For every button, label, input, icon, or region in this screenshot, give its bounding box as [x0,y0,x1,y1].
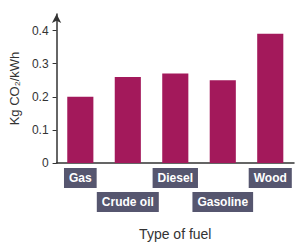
svg-text:Kg CO₂/kWh: Kg CO₂/kWh [7,52,22,126]
svg-text:0.4: 0.4 [32,24,49,38]
svg-text:Gasoline: Gasoline [197,195,248,209]
svg-text:0: 0 [42,156,49,170]
svg-text:0.2: 0.2 [32,90,49,104]
svg-text:Crude oil: Crude oil [102,195,154,209]
svg-text:0.3: 0.3 [32,57,49,71]
svg-text:Type of fuel: Type of fuel [139,226,211,242]
svg-text:Wood: Wood [254,171,287,185]
svg-text:0.1: 0.1 [32,123,49,137]
svg-text:Diesel: Diesel [158,171,193,185]
svg-text:Gas: Gas [69,171,92,185]
